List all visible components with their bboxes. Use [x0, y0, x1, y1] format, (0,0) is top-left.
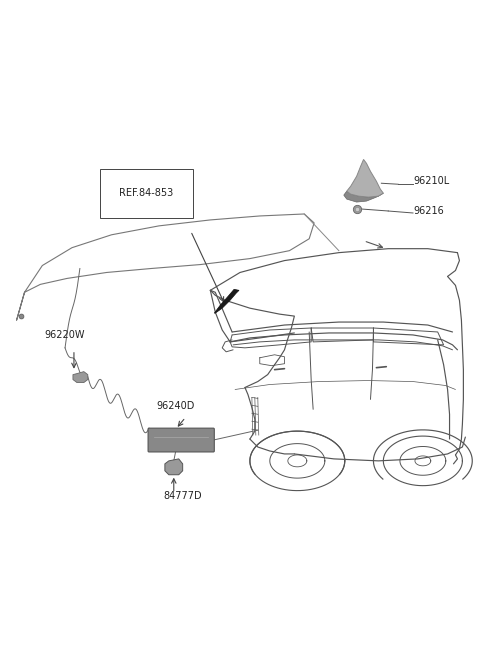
Polygon shape	[344, 191, 384, 202]
Polygon shape	[347, 160, 384, 197]
Polygon shape	[165, 459, 183, 475]
Text: 96216: 96216	[413, 206, 444, 216]
Polygon shape	[73, 372, 88, 382]
Text: 96210L: 96210L	[413, 176, 449, 186]
Polygon shape	[214, 289, 239, 313]
FancyBboxPatch shape	[148, 428, 214, 452]
Text: 84777D: 84777D	[163, 491, 202, 501]
Text: 96240D: 96240D	[156, 401, 194, 411]
Text: 96220W: 96220W	[44, 330, 85, 340]
Text: REF.84-853: REF.84-853	[120, 188, 174, 198]
